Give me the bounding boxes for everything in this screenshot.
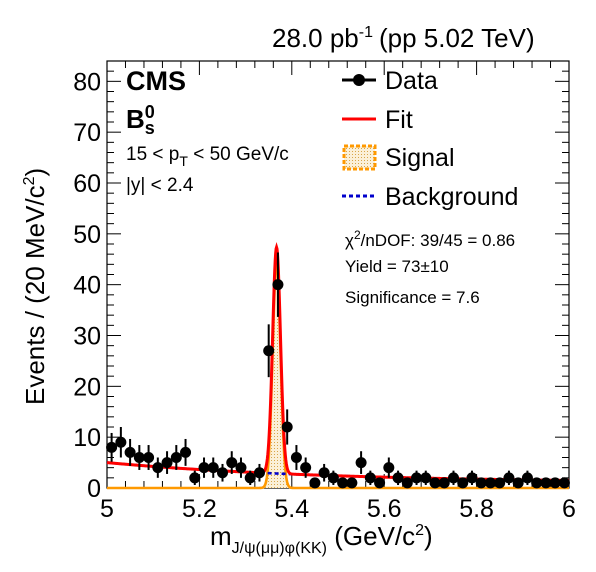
data-point (161, 457, 173, 469)
data-point (180, 446, 192, 458)
legend-data-label: Data (385, 67, 438, 95)
data-point (401, 477, 413, 489)
data-point (106, 441, 118, 453)
x-tick-label: 5.8 (459, 495, 494, 523)
data-point (392, 472, 404, 484)
y-tick-label: 10 (73, 424, 101, 452)
data-point (244, 472, 256, 484)
data-point (383, 462, 395, 474)
x-tick-label: 5.2 (182, 495, 217, 523)
data-point (226, 457, 238, 469)
data-point (429, 477, 441, 489)
x-tick-label: 5.6 (367, 495, 402, 523)
data-point (521, 472, 533, 484)
x-axis-title: mJ/ψ(μμ)φ(KK) (GeV/c2) (210, 521, 433, 557)
data-point (290, 452, 302, 463)
y-tick-label: 40 (73, 272, 101, 300)
data-point (189, 472, 201, 484)
data-point (466, 472, 478, 484)
data-point (475, 477, 487, 489)
y-tick-label: 60 (73, 170, 101, 198)
data-point (374, 477, 386, 489)
data-point (337, 477, 349, 489)
data-point (558, 477, 570, 489)
data-point (133, 452, 145, 463)
data-point (318, 467, 330, 479)
data-point (263, 345, 275, 357)
significance-label: Significance = 7.6 (345, 288, 480, 307)
data-point (411, 472, 423, 484)
x-tick-label: 6 (562, 495, 576, 523)
data-point (207, 462, 219, 474)
legend-fit-label: Fit (385, 106, 413, 134)
data-point (170, 452, 182, 463)
y-tick-label: 80 (73, 68, 101, 96)
data-points (106, 252, 570, 489)
data-point (503, 472, 515, 484)
data-point (281, 421, 293, 433)
data-point (457, 477, 469, 489)
x-tick-label: 5.4 (274, 495, 309, 523)
data-point (198, 462, 210, 474)
axis-ticks (106, 60, 570, 489)
legend-signal-symbol (342, 144, 377, 171)
legend-background-label: Background (385, 183, 518, 211)
y-axis-title: Events / (20 MeV/c2) (20, 168, 50, 405)
y-tick-label: 50 (73, 221, 101, 249)
data-point (549, 477, 561, 489)
data-point (346, 477, 358, 489)
legend-signal-label: Signal (385, 144, 455, 172)
y-tick-label: 70 (73, 119, 101, 147)
chi2-label: χ2/nDOF: 39/45 = 0.86 (345, 228, 515, 250)
yield-label: Yield = 73±10 (345, 257, 449, 276)
data-point (309, 477, 321, 489)
signal-fill (257, 261, 296, 488)
data-point (217, 467, 228, 479)
data-point (272, 279, 284, 291)
data-point (494, 477, 506, 489)
particle-label: B0 s (126, 102, 155, 138)
data-point (300, 462, 312, 474)
data-point (540, 477, 552, 489)
data-point (364, 472, 376, 484)
data-point (235, 462, 247, 474)
data-point (115, 436, 127, 448)
data-point (124, 446, 136, 458)
rapidity-cut-label: |y| < 2.4 (126, 175, 194, 196)
data-point (420, 472, 432, 484)
data-point (355, 457, 367, 469)
pt-cut-label: 15 < pT < 50 GeV/c (126, 144, 289, 169)
plot-frame (106, 60, 570, 489)
legend-data-symbol (342, 74, 376, 86)
data-point (327, 472, 339, 484)
data-point (438, 477, 450, 489)
y-tick-label: 0 (87, 475, 101, 503)
data-point (253, 467, 265, 479)
x-tick-label: 5 (100, 495, 114, 523)
data-point (512, 477, 524, 489)
y-tick-label: 20 (73, 373, 101, 401)
data-point (531, 477, 543, 489)
data-point (484, 477, 496, 489)
data-point (448, 472, 459, 484)
experiment-label: CMS (126, 66, 186, 96)
data-point (152, 462, 164, 474)
y-tick-label: 30 (73, 323, 101, 351)
data-point (143, 452, 155, 463)
luminosity-label: 28.0 pb-1 (pp 5.02 TeV) (272, 23, 535, 53)
legend: Data Fit Signal Background (342, 67, 518, 211)
